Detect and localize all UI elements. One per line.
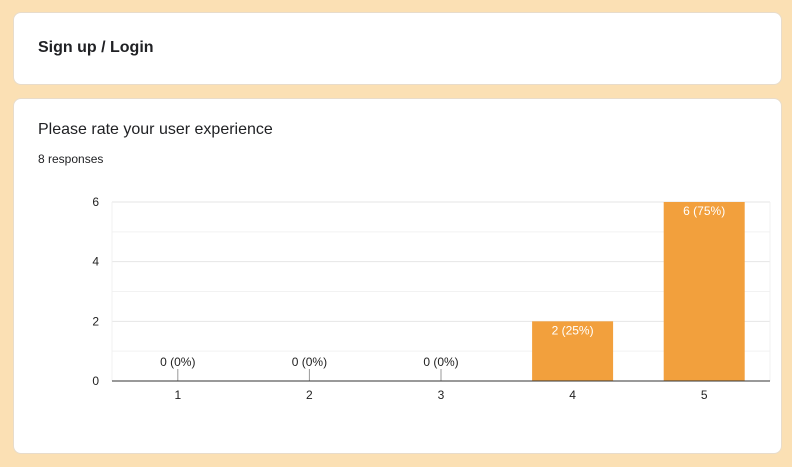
bar bbox=[532, 321, 614, 381]
data-label: 2 (25%) bbox=[552, 323, 594, 337]
y-tick-label: 0 bbox=[92, 374, 99, 388]
section-title: Sign up / Login bbox=[38, 39, 154, 56]
question-title: Please rate your user experience bbox=[38, 121, 273, 138]
y-tick-label: 4 bbox=[92, 255, 99, 269]
x-tick-label: 3 bbox=[438, 388, 445, 402]
data-label: 0 (0%) bbox=[423, 355, 458, 369]
x-tick-label: 1 bbox=[174, 388, 181, 402]
y-tick-label: 2 bbox=[92, 314, 99, 328]
data-label: 0 (0%) bbox=[292, 355, 327, 369]
y-tick-label: 6 bbox=[92, 195, 99, 209]
bar bbox=[663, 202, 745, 381]
question-card: Please rate your user experience 8 respo… bbox=[13, 98, 782, 454]
section-card: Sign up / Login bbox=[13, 12, 782, 85]
x-tick-label: 5 bbox=[701, 388, 708, 402]
data-label: 6 (75%) bbox=[683, 204, 725, 218]
data-label: 0 (0%) bbox=[160, 355, 195, 369]
bar-chart: 0 2 4 6 0 (0%) 1 0 (0%) 2 0 (0%) 3 2 (25%) 4 6 (75%)… bbox=[92, 195, 771, 402]
x-tick-label: 2 bbox=[306, 388, 313, 402]
x-tick-label: 4 bbox=[569, 388, 576, 402]
response-count: 8 responses bbox=[38, 152, 104, 166]
gridlines bbox=[111, 201, 771, 381]
